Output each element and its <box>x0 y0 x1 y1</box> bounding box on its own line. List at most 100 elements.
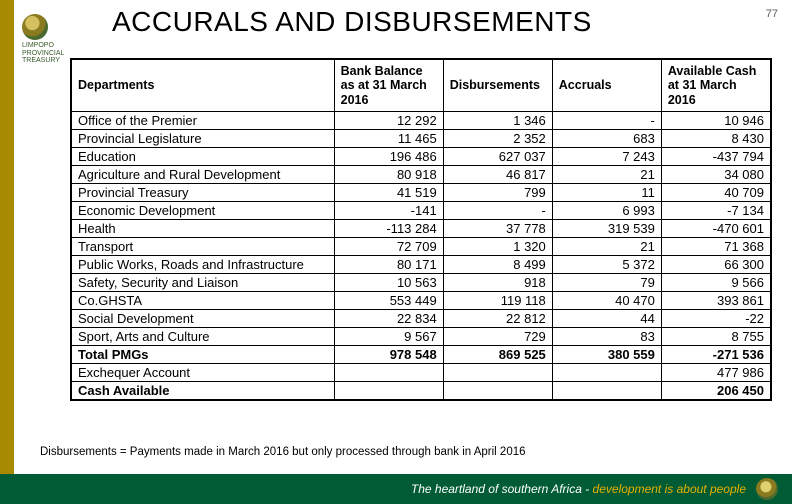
cell: Economic Development <box>72 202 335 220</box>
logo-emblem-icon <box>22 14 48 40</box>
cell: 206 450 <box>661 382 770 400</box>
footer-accent: development is about people <box>593 482 746 496</box>
cell: 393 861 <box>661 292 770 310</box>
cell: 729 <box>443 328 552 346</box>
table-row: Exchequer Account 477 986 <box>72 364 771 382</box>
cell: 5 372 <box>552 256 661 274</box>
table-row: Total PMGs978 548869 525380 559-271 536 <box>72 346 771 364</box>
cell: 44 <box>552 310 661 328</box>
table-row: Co.GHSTA553 449119 11840 470393 861 <box>72 292 771 310</box>
cell: 11 <box>552 184 661 202</box>
cell: 22 834 <box>334 310 443 328</box>
cell: 9 567 <box>334 328 443 346</box>
cell: -7 134 <box>661 202 770 220</box>
logo-line1: LIMPOPO <box>22 42 102 50</box>
cell: 80 918 <box>334 166 443 184</box>
table-row: Provincial Treasury41 5197991140 709 <box>72 184 771 202</box>
cell: 37 778 <box>443 220 552 238</box>
cell: Provincial Legislature <box>72 130 335 148</box>
cell: 477 986 <box>661 364 770 382</box>
cell: 46 817 <box>443 166 552 184</box>
cell: 21 <box>552 166 661 184</box>
cell: 80 171 <box>334 256 443 274</box>
cell: 6 993 <box>552 202 661 220</box>
cell: 978 548 <box>334 346 443 364</box>
page-number: 77 <box>766 8 778 20</box>
cell: Social Development <box>72 310 335 328</box>
col-header-balance: Bank Balance as at 31 March 2016 <box>334 60 443 112</box>
cell: 72 709 <box>334 238 443 256</box>
cell: -470 601 <box>661 220 770 238</box>
cell: 71 368 <box>661 238 770 256</box>
cell: 8 755 <box>661 328 770 346</box>
cell: Safety, Security and Liaison <box>72 274 335 292</box>
table-row: Public Works, Roads and Infrastructure80… <box>72 256 771 274</box>
cell: Total PMGs <box>72 346 335 364</box>
cell: Transport <box>72 238 335 256</box>
cell: 869 525 <box>443 346 552 364</box>
cell: Cash Available <box>72 382 335 400</box>
footer-prefix: The heartland of southern Africa - <box>411 482 593 496</box>
table-row: Sport, Arts and Culture9 567729838 755 <box>72 328 771 346</box>
cell: Provincial Treasury <box>72 184 335 202</box>
col-header-accruals: Accruals <box>552 60 661 112</box>
col-header-disb: Disbursements <box>443 60 552 112</box>
cell: 119 118 <box>443 292 552 310</box>
cell: Health <box>72 220 335 238</box>
cell: 41 519 <box>334 184 443 202</box>
cell: 319 539 <box>552 220 661 238</box>
cell: Public Works, Roads and Infrastructure <box>72 256 335 274</box>
cell: 22 812 <box>443 310 552 328</box>
cell: 10 946 <box>661 112 770 130</box>
cell: 380 559 <box>552 346 661 364</box>
cell: 918 <box>443 274 552 292</box>
cell: 627 037 <box>443 148 552 166</box>
col-header-cash: Available Cash at 31 March 2016 <box>661 60 770 112</box>
cell: - <box>552 112 661 130</box>
left-stripe <box>0 0 14 504</box>
table-row: Social Development22 83422 81244-22 <box>72 310 771 328</box>
col-header-dept: Departments <box>72 60 335 112</box>
table-row: Health-113 28437 778319 539-470 601 <box>72 220 771 238</box>
cell: 40 709 <box>661 184 770 202</box>
table-row: Economic Development-141-6 993-7 134 <box>72 202 771 220</box>
cell: Exchequer Account <box>72 364 335 382</box>
cell: -113 284 <box>334 220 443 238</box>
cell: 196 486 <box>334 148 443 166</box>
cell: 11 465 <box>334 130 443 148</box>
cell: 2 352 <box>443 130 552 148</box>
cell: Education <box>72 148 335 166</box>
cell <box>552 364 661 382</box>
cell <box>334 382 443 400</box>
cell: Agriculture and Rural Development <box>72 166 335 184</box>
cell: -22 <box>661 310 770 328</box>
cell: -141 <box>334 202 443 220</box>
cell: 12 292 <box>334 112 443 130</box>
cell: 8 430 <box>661 130 770 148</box>
table-row: Transport72 7091 3202171 368 <box>72 238 771 256</box>
cell: 9 566 <box>661 274 770 292</box>
cell: 1 320 <box>443 238 552 256</box>
cell: 683 <box>552 130 661 148</box>
page-title: ACCURALS AND DISBURSEMENTS <box>112 6 592 38</box>
cell: - <box>443 202 552 220</box>
cell: 83 <box>552 328 661 346</box>
cell: Co.GHSTA <box>72 292 335 310</box>
cell: -271 536 <box>661 346 770 364</box>
cell: 8 499 <box>443 256 552 274</box>
table-row: Agriculture and Rural Development80 9184… <box>72 166 771 184</box>
cell: Sport, Arts and Culture <box>72 328 335 346</box>
cell <box>334 364 443 382</box>
cell <box>552 382 661 400</box>
table-row: Education196 486627 0377 243-437 794 <box>72 148 771 166</box>
cell: 21 <box>552 238 661 256</box>
cell: 799 <box>443 184 552 202</box>
cell: 1 346 <box>443 112 552 130</box>
footnote: Disbursements = Payments made in March 2… <box>40 446 526 458</box>
cell: 553 449 <box>334 292 443 310</box>
cell: 66 300 <box>661 256 770 274</box>
cell: 7 243 <box>552 148 661 166</box>
table-row: Safety, Security and Liaison10 563918799… <box>72 274 771 292</box>
cell: -437 794 <box>661 148 770 166</box>
table-row: Office of the Premier12 2921 346-10 946 <box>72 112 771 130</box>
